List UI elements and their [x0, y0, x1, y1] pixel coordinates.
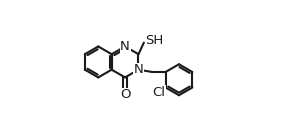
Text: SH: SH — [145, 34, 164, 47]
Text: Cl: Cl — [152, 86, 165, 99]
Text: N: N — [120, 40, 130, 53]
Text: O: O — [120, 88, 130, 101]
Text: N: N — [133, 63, 143, 76]
